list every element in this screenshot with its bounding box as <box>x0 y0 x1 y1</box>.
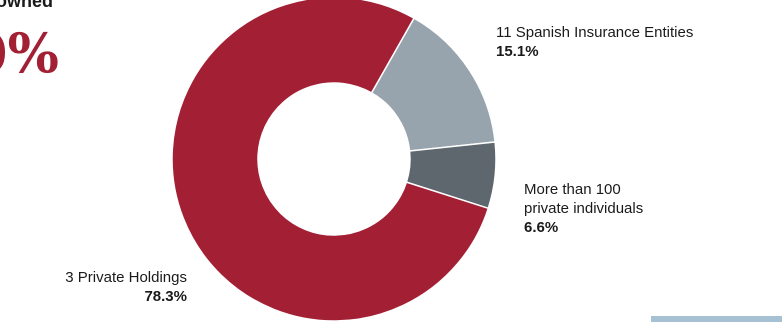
label-individuals-name-line1: More than 100 <box>524 181 621 198</box>
label-holdings-name: 3 Private Holdings <box>65 269 187 286</box>
ownership-heading: ely owned <box>0 0 200 13</box>
decorative-bar <box>651 316 782 322</box>
label-individuals-percent: 6.6% <box>524 219 559 236</box>
ownership-heading-text: ely owned <box>0 0 54 11</box>
donut-slice-1 <box>370 17 496 152</box>
label-individuals-name-line2: private individuals <box>524 200 644 217</box>
label-insurance-name: 11 Spanish Insurance Entities <box>496 24 694 41</box>
label-holdings-percent: 78.3% <box>144 288 187 305</box>
label-private-individuals: More than 100 private individuals 6.6% <box>524 180 643 237</box>
donut-slice-3 <box>171 0 490 322</box>
label-insurance-percent: 15.1% <box>496 43 539 60</box>
label-spanish-insurance-entities: 11 Spanish Insurance Entities 15.1% <box>496 23 693 61</box>
label-private-holdings: 3 Private Holdings 78.3% <box>65 268 187 306</box>
ownership-percentage: 0% <box>0 22 120 92</box>
ownership-percentage-value: 0% <box>0 22 59 85</box>
